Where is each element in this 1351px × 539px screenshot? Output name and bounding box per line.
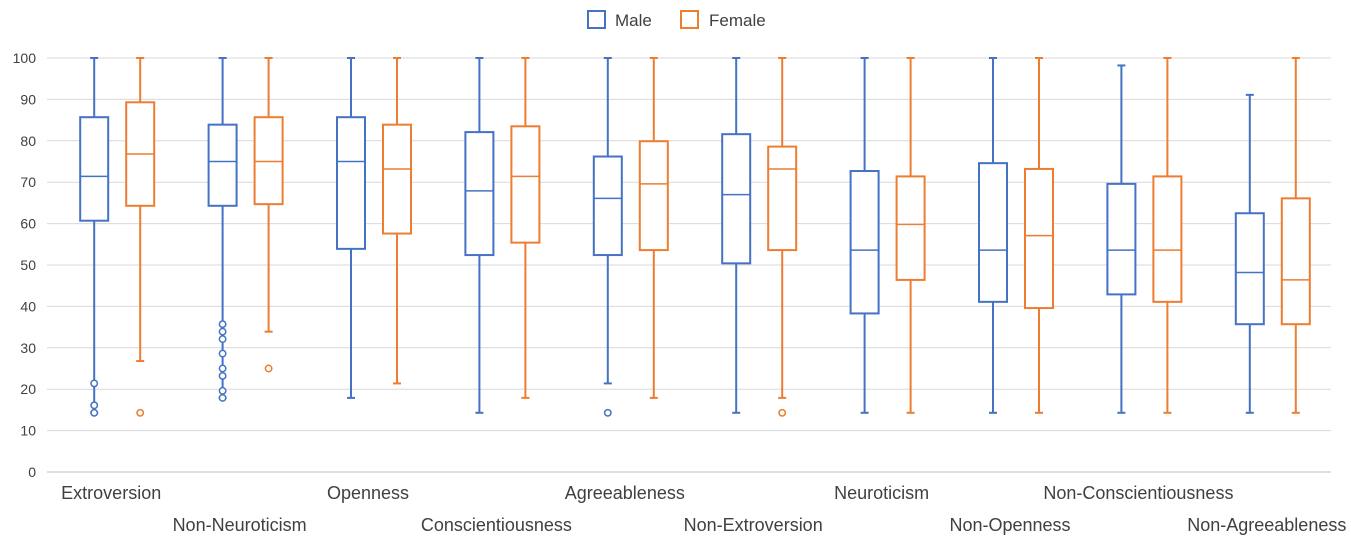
box-iqr	[464, 131, 495, 257]
x-category-label-non-conscientiousness: Non-Conscientiousness	[1043, 483, 1233, 503]
outlier-point-6	[218, 386, 227, 395]
y-tick-label-10: 10	[20, 423, 36, 439]
box-iqr	[592, 155, 623, 257]
box-iqr	[207, 123, 238, 207]
legend-swatch-female	[680, 10, 699, 29]
y-tick-label-50: 50	[20, 257, 36, 273]
x-category-label-non-agreeableness: Non-Agreeableness	[1187, 515, 1346, 535]
box-iqr	[721, 133, 752, 265]
outlier-point-7	[218, 393, 227, 402]
box-female-extroversion	[125, 57, 156, 417]
series-female	[125, 57, 1311, 417]
box-male-non-conscientiousness	[1106, 64, 1137, 414]
box-iqr	[767, 145, 798, 252]
y-tick-label-80: 80	[20, 133, 36, 149]
box-male-non-openness	[978, 57, 1008, 414]
outlier-point-2	[90, 408, 99, 417]
x-category-label-conscientiousness: Conscientiousness	[421, 515, 572, 535]
box-iqr	[1024, 167, 1054, 310]
outlier-point-0	[264, 364, 273, 373]
box-iqr	[510, 125, 541, 244]
box-female-agreeableness	[638, 57, 669, 399]
gridlines	[47, 57, 1331, 473]
x-category-label-openness: Openness	[327, 483, 409, 503]
box-male-openness	[336, 57, 366, 399]
y-tick-label-0: 0	[28, 464, 36, 480]
outlier-point-1	[90, 401, 99, 410]
box-female-non-agreeableness	[1280, 57, 1311, 414]
box-female-non-extroversion	[767, 57, 798, 417]
outlier-point-1	[218, 327, 227, 336]
y-tick-label-20: 20	[20, 381, 36, 397]
box-iqr	[978, 162, 1008, 303]
box-male-extroversion	[79, 57, 110, 417]
box-iqr	[849, 170, 880, 315]
y-axis-tick-labels: 0 10 20 30 40 50 60 70 80 90 100	[13, 50, 37, 480]
outlier-point-5	[218, 372, 227, 380]
y-tick-label-100: 100	[13, 50, 37, 66]
outlier-point-2	[218, 335, 227, 344]
box-iqr	[336, 116, 366, 250]
box-iqr	[253, 116, 284, 206]
x-axis-category-labels: Extroversion Non-Neuroticism Openness Consc…	[61, 483, 1346, 535]
box-male-conscientiousness	[464, 57, 495, 414]
outlier-point-4	[218, 364, 227, 373]
y-tick-label-60: 60	[20, 216, 36, 232]
y-tick-label-40: 40	[20, 298, 36, 314]
x-category-label-non-openness: Non-Openness	[949, 515, 1070, 535]
x-category-label-extroversion: Extroversion	[61, 483, 161, 503]
box-female-non-neuroticism	[253, 57, 284, 373]
y-tick-label-30: 30	[20, 340, 36, 356]
box-female-conscientiousness	[510, 57, 541, 399]
box-male-neuroticism	[849, 57, 880, 414]
x-category-label-neuroticism: Neuroticism	[834, 483, 929, 503]
box-male-agreeableness	[592, 57, 623, 417]
box-male-non-neuroticism	[207, 57, 238, 402]
x-category-label-non-extroversion: Non-Extroversion	[684, 515, 823, 535]
legend-swatch-male	[587, 10, 606, 29]
legend-label-female: Female	[709, 11, 766, 30]
x-category-label-agreeableness: Agreeableness	[565, 483, 685, 503]
outlier-point-0	[603, 408, 612, 417]
box-male-non-agreeableness	[1234, 93, 1265, 414]
box-female-openness	[382, 57, 412, 385]
box-iqr	[1234, 212, 1265, 326]
box-female-neuroticism	[895, 57, 926, 414]
y-tick-label-70: 70	[20, 174, 36, 190]
box-iqr	[895, 175, 926, 281]
box-iqr	[1280, 197, 1311, 326]
box-series	[79, 57, 1311, 417]
outlier-point-0	[90, 379, 99, 388]
box-iqr	[382, 123, 412, 235]
outlier-point-0	[218, 320, 227, 329]
outlier-point-3	[218, 349, 227, 358]
box-iqr	[1106, 182, 1137, 296]
box-iqr	[638, 140, 669, 252]
box-female-non-conscientiousness	[1152, 57, 1183, 414]
outlier-point-0	[136, 408, 145, 417]
legend: Male Female	[587, 10, 766, 30]
box-iqr	[79, 116, 110, 222]
box-male-non-extroversion	[721, 57, 752, 414]
y-tick-label-90: 90	[20, 91, 36, 107]
series-male	[79, 57, 1265, 417]
x-category-label-non-neuroticism: Non-Neuroticism	[173, 515, 307, 535]
box-female-non-openness	[1024, 57, 1054, 414]
outlier-point-0	[778, 408, 787, 417]
legend-label-male: Male	[615, 11, 652, 30]
box-iqr	[1152, 175, 1183, 303]
